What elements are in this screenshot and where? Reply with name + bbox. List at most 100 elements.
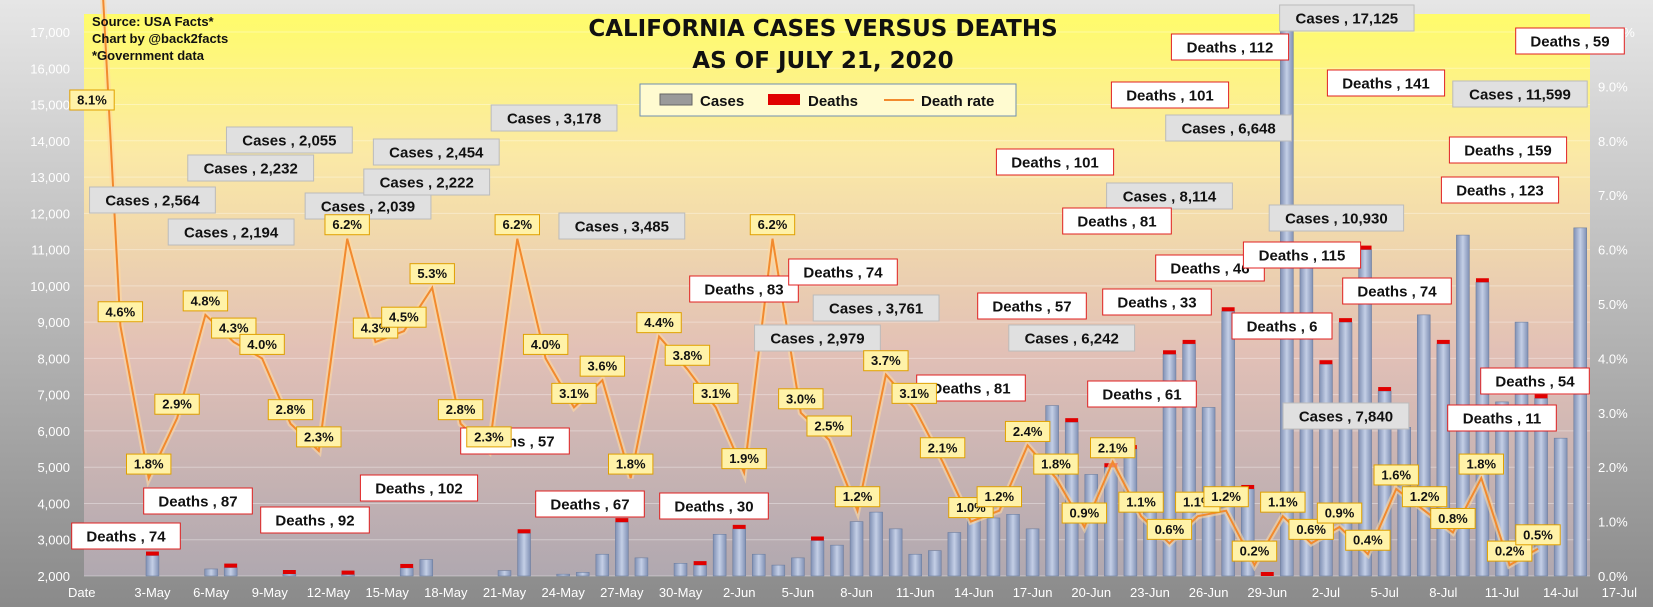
death-data-label: Deaths , 74 xyxy=(71,522,181,550)
case-label-text: Cases , 11,599 xyxy=(1469,87,1571,104)
y-left-tick-label: 11,000 xyxy=(31,243,70,258)
case-bar xyxy=(830,544,844,577)
case-data-label: Cases , 11,599 xyxy=(1452,80,1588,108)
case-bar xyxy=(1025,528,1040,577)
case-bar xyxy=(869,511,883,577)
death-label-box xyxy=(977,292,1087,320)
death-mark xyxy=(146,551,159,556)
rate-label-text: 4.5% xyxy=(389,310,419,325)
death-label-box xyxy=(1110,81,1230,109)
death-mark xyxy=(400,563,414,568)
death-data-label: Deaths , 33 xyxy=(1102,288,1212,316)
case-label-text: Cases , 17,125 xyxy=(1296,11,1399,28)
x-tick-label: 11-Jun xyxy=(896,585,935,600)
case-data-label: Cases , 2,055 xyxy=(225,126,353,154)
case-label-box xyxy=(1268,204,1405,232)
death-label-box xyxy=(689,275,799,303)
death-mark xyxy=(1221,307,1235,312)
rate-label-text: 2.1% xyxy=(928,440,958,455)
case-data-label: Cases , 3,761 xyxy=(812,294,940,322)
death-label-box xyxy=(1326,69,1446,97)
y-left-tick-label: 3,000 xyxy=(37,533,70,548)
death-data-label: Deaths , 102 xyxy=(359,474,479,502)
death-label-box xyxy=(1062,207,1172,235)
case-label-text: Cases , 2,564 xyxy=(105,193,200,210)
rate-label-text: 4.4% xyxy=(644,315,674,330)
rate-label-box xyxy=(1401,486,1448,508)
rate-label-box xyxy=(1061,502,1108,524)
rate-label-text: 0.6% xyxy=(1155,522,1185,537)
case-label-text: Cases , 6,648 xyxy=(1181,121,1275,138)
case-bar xyxy=(1573,227,1587,577)
x-tick-label: 9-May xyxy=(252,585,289,600)
rate-label-text: 4.6% xyxy=(106,304,136,319)
death-data-label: Deaths , 54 xyxy=(1480,367,1590,395)
rate-label-text: 3.1% xyxy=(701,386,731,401)
rate-label-text: 1.8% xyxy=(134,457,164,472)
death-data-label: Deaths , 6 xyxy=(1231,312,1333,340)
case-label-text: Cases , 2,039 xyxy=(321,199,415,216)
y-left-tick-label: 4,000 xyxy=(37,496,70,511)
death-data-label: Deaths , 87 xyxy=(143,487,253,515)
y-right-tick-label: 6.0% xyxy=(1598,243,1628,258)
rate-data-label: 4.8% xyxy=(182,290,229,312)
chart-title-line: AS OF JULY 21, 2020 xyxy=(692,48,953,74)
x-tick-label: 17-Jun xyxy=(1013,585,1053,600)
rate-data-label: 1.9% xyxy=(721,448,767,470)
death-data-label: Deaths , 123 xyxy=(1440,176,1560,204)
rate-label-text: 6.2% xyxy=(332,217,362,232)
death-label-text: Deaths , 11 xyxy=(1463,411,1541,428)
case-data-label: Cases , 2,454 xyxy=(372,138,500,166)
chart-title-line: CALIFORNIA CASES VERSUS DEATHS xyxy=(588,16,1057,42)
case-bar xyxy=(888,528,903,577)
case-label-text: Cases , 7,840 xyxy=(1299,409,1393,426)
case-label-text: Cases , 8,114 xyxy=(1123,189,1217,206)
rate-data-label: 4.0% xyxy=(522,333,569,355)
case-data-label: Cases , 2,194 xyxy=(167,218,295,246)
y-right-tick-label: 3.0% xyxy=(1598,406,1628,421)
death-label-box xyxy=(1480,367,1590,395)
rate-label-text: 1.2% xyxy=(1410,489,1440,504)
case-data-label: Cases , 17,125 xyxy=(1279,4,1415,32)
rate-data-label: 2.5% xyxy=(806,415,852,437)
death-label-text: Deaths , 87 xyxy=(158,494,237,511)
case-bar xyxy=(673,563,688,577)
y-right-tick-label: 9.0% xyxy=(1598,79,1628,94)
rate-label-text: 0.8% xyxy=(1438,511,1468,526)
legend-label-deaths: Deaths xyxy=(808,93,858,110)
rate-label-box xyxy=(608,453,654,475)
case-bar xyxy=(419,559,434,577)
death-data-label: Deaths , 57 xyxy=(977,292,1087,320)
rate-label-box xyxy=(579,355,626,377)
case-label-box xyxy=(363,168,491,196)
y-axis-left: 2,000 3,000 4,000 5,000 6,000 7,000 8,000 9,000… xyxy=(30,25,70,584)
death-label-text: Deaths , 141 xyxy=(1342,76,1430,93)
rate-data-label: 0.9% xyxy=(1061,502,1108,524)
death-data-label: Deaths , 67 xyxy=(535,490,645,518)
death-label-box xyxy=(143,487,253,515)
death-data-label: Deaths , 101 xyxy=(995,148,1115,176)
death-data-label: Deaths , 81 xyxy=(1062,207,1172,235)
case-bar xyxy=(810,540,825,577)
x-tick-label: 24-May xyxy=(542,585,586,600)
rate-data-label: 1.8% xyxy=(608,453,654,475)
case-bar xyxy=(771,564,786,577)
legend-label-rate: Death rate xyxy=(921,93,994,110)
rate-label-box xyxy=(182,290,229,312)
case-label-text: Cases , 10,930 xyxy=(1285,211,1388,228)
source-block: Source: USA Facts* Chart by @back2facts … xyxy=(92,14,228,63)
case-label-box xyxy=(372,138,500,166)
rate-data-label: 0.8% xyxy=(1430,507,1476,529)
case-bar xyxy=(1182,343,1196,577)
chart-title: CALIFORNIA CASES VERSUS DEATHS AS OF JUL… xyxy=(588,16,1057,74)
y-right-tick-label: 2.0% xyxy=(1598,460,1628,475)
death-mark xyxy=(732,524,746,529)
case-bar xyxy=(556,573,570,577)
rate-label-text: 1.8% xyxy=(1041,457,1071,472)
death-label-box xyxy=(1242,241,1362,269)
case-bar xyxy=(341,574,355,577)
death-label-text: Deaths , 30 xyxy=(674,499,753,516)
death-label-box xyxy=(260,506,370,534)
case-label-text: Cases , 2,232 xyxy=(204,161,298,178)
case-bar xyxy=(497,570,512,577)
